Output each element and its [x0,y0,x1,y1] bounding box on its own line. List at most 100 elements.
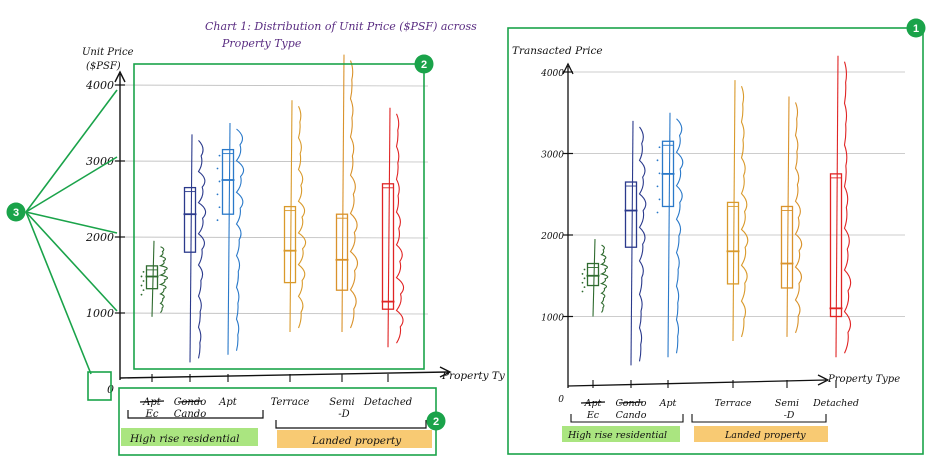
series-1 [183,134,207,363]
x-struck-label-0: Apt [142,397,162,408]
right-group-bracket-landed [691,414,827,423]
x-label-4: Semi [775,398,799,409]
right-x-axis-arrow [817,374,830,386]
violin-4 [794,102,803,334]
series-0 [581,239,609,317]
badge-2-top-label: 2 [421,59,427,71]
y-tick-label-2000: 2000 [540,232,564,242]
jitter-dot-0-0 [581,290,584,293]
gridline-3000 [113,160,429,163]
violin-0 [158,246,169,314]
left-chart-title-line-2: Property Type [221,37,302,50]
violin-1 [197,140,207,359]
gridline-4000 [113,84,429,87]
whisker-3 [732,80,736,341]
gridline-2000 [113,236,429,239]
box-4 [780,205,794,289]
y-tick-label-2000: 2000 [85,231,114,244]
x-label-3: Terrace [271,397,310,408]
series-5 [381,107,405,348]
violin-4 [349,60,359,329]
x-label-4-line-2: -D [338,409,349,420]
jitter-dot-2-3 [658,172,661,175]
y-tick-label-4000: 4000 [540,69,564,79]
gridline-1000 [113,312,429,315]
left-ylabel-line-1: Unit Price [82,47,134,58]
jitter-dot-2-2 [216,193,219,196]
box-3 [283,205,297,284]
jitter-dot-2-3 [218,180,221,183]
y-tick-label-4000: 4000 [85,79,114,92]
whisker-0 [592,239,596,317]
whisker-1 [189,134,193,363]
series-0 [140,240,169,317]
jitter-dot-0-2 [140,284,143,287]
box-1 [183,186,197,253]
badge-2-bottom [426,411,446,431]
right-group-label-landed: Landed property [724,430,806,441]
x-label-5: Detached [363,397,412,408]
left-group-highlight-landed [277,430,432,448]
left-plot-marks [140,54,405,363]
left-group-label-high-rise: High rise residential [129,433,240,445]
jitter-dot-0-5 [142,270,145,273]
jitter-dot-0-4 [581,273,584,275]
badge-3 [6,202,26,222]
jitter-dot-2-0 [216,219,219,222]
jitter-dot-0-1 [583,286,586,289]
series-3 [726,80,749,341]
left-y-axis-arrow [114,70,126,83]
jitter-dot-0-2 [581,281,584,284]
x-label-0: Ec [586,410,600,421]
x-label-4: Semi [329,397,354,408]
violin-5 [843,61,852,354]
series-2 [216,122,245,355]
badge-2-top [414,54,434,74]
x-strike-line-0 [580,401,606,404]
annotation-box-3-origin [87,371,112,401]
jitter-dot-2-2 [656,185,659,188]
x-label-3: Terrace [715,398,752,409]
box-2 [221,148,235,215]
whisker-4 [341,54,345,333]
annotation-line-3-to-4000 [25,89,118,213]
x-strike-line-1 [618,401,644,404]
series-1 [624,120,647,366]
right-x-axis [567,379,827,387]
box-5 [381,183,395,310]
whisker-2 [667,112,671,358]
x-label-2: Apt [218,397,238,408]
right-group-bracket-high-rise [570,414,684,423]
left-group-label-landed: Landed property [311,435,402,447]
series-4 [335,54,359,333]
right-group-label-high-rise: High rise residential [567,430,667,441]
whisker-5 [387,107,391,348]
whisker-5 [835,55,839,358]
violin-3 [740,85,749,338]
jitter-dot-0-0 [140,293,143,296]
left-group-bracket-landed [275,420,427,429]
right-ylabel: Transacted Price [512,45,603,57]
x-struck-label-0: Apt [584,398,602,409]
jitter-dot-0-3 [583,277,586,280]
badge-2-bottom-label: 2 [433,416,439,428]
x-struck-label-1: Condo [174,397,207,408]
annotation-line-3-to-3000 [25,156,118,213]
annotation-line-3-to-2000 [25,211,118,234]
jitter-dot-2-5 [658,146,661,149]
jitter-dot-2-4 [656,159,659,162]
right-xlabel: Property Type [827,374,900,385]
x-label-1: Cando [616,410,647,421]
box-1 [624,181,638,248]
jitter-dot-2-4 [216,167,219,170]
jitter-dot-0-1 [142,289,145,292]
x-label-1: Cando [174,409,206,420]
jitter-dot-2-5 [218,154,221,157]
y-tick-label-3000: 3000 [86,155,114,168]
left-x-axis [119,371,449,379]
y-tick-label-0: 0 [558,395,564,405]
annotation-line-3-to-1000 [25,211,118,312]
